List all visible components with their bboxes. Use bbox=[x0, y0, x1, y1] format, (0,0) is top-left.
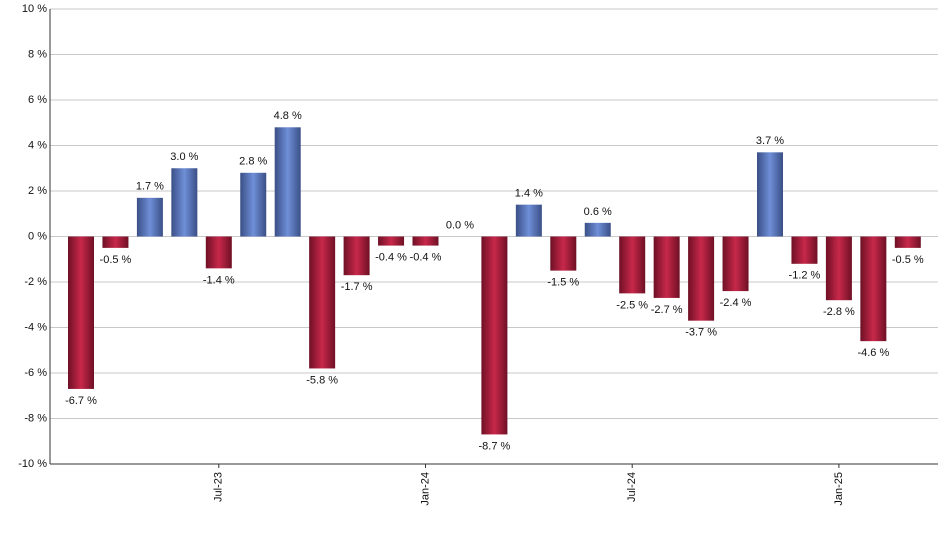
bar bbox=[550, 236, 577, 271]
data-label: -0.5 % bbox=[892, 254, 924, 266]
bar bbox=[205, 236, 232, 269]
data-label: -1.7 % bbox=[341, 281, 373, 293]
data-label: -2.7 % bbox=[651, 304, 683, 316]
y-tick-label: 8 % bbox=[28, 48, 47, 60]
bar bbox=[136, 197, 163, 237]
data-label: 1.7 % bbox=[136, 181, 164, 193]
bar bbox=[240, 172, 267, 237]
data-label: -2.5 % bbox=[616, 299, 648, 311]
bar bbox=[68, 236, 94, 389]
data-label: -0.4 % bbox=[410, 252, 442, 264]
y-tick-label: 6 % bbox=[28, 94, 47, 106]
data-label: -2.8 % bbox=[823, 306, 855, 318]
data-label: -2.4 % bbox=[720, 297, 752, 309]
data-label: -0.4 % bbox=[375, 252, 407, 264]
bar bbox=[343, 236, 370, 276]
data-label: 0.6 % bbox=[584, 206, 612, 218]
x-tick-label: Jan-25 bbox=[833, 472, 845, 506]
x-tick-label: Jan-24 bbox=[419, 472, 431, 506]
bar bbox=[894, 236, 921, 248]
bar bbox=[860, 236, 887, 342]
y-tick-label: 2 % bbox=[28, 185, 47, 197]
y-tick-label: -10 % bbox=[18, 458, 47, 470]
y-tick-label: 0 % bbox=[28, 230, 47, 242]
bar bbox=[481, 236, 508, 435]
x-tick-label: Jul-24 bbox=[626, 472, 638, 502]
bar bbox=[378, 236, 405, 246]
data-label: -0.5 % bbox=[100, 254, 132, 266]
data-label: -6.7 % bbox=[65, 395, 97, 407]
data-label: -3.7 % bbox=[685, 327, 717, 339]
data-label: -5.8 % bbox=[306, 374, 338, 386]
bar bbox=[825, 236, 852, 301]
data-label: -8.7 % bbox=[479, 440, 511, 452]
data-label: 0.0 % bbox=[446, 219, 474, 231]
data-label: -1.4 % bbox=[203, 274, 235, 286]
data-label: -1.5 % bbox=[547, 277, 579, 289]
y-tick-label: -6 % bbox=[24, 367, 47, 379]
y-tick-label: -4 % bbox=[24, 321, 47, 333]
y-tick-label: -2 % bbox=[24, 276, 47, 288]
x-tick-label: Jul-23 bbox=[213, 472, 225, 502]
data-label: 3.0 % bbox=[170, 151, 198, 163]
bar bbox=[515, 204, 542, 237]
y-tick-label: -8 % bbox=[24, 412, 47, 424]
bar bbox=[412, 236, 439, 246]
data-label: -4.6 % bbox=[857, 347, 889, 359]
bar bbox=[274, 127, 301, 237]
data-label: 3.7 % bbox=[756, 135, 784, 147]
y-tick-label: 4 % bbox=[28, 139, 47, 151]
data-label: 1.4 % bbox=[515, 188, 543, 200]
bar bbox=[584, 222, 611, 237]
bar bbox=[653, 236, 680, 298]
y-tick-label: 10 % bbox=[22, 3, 47, 15]
bar bbox=[102, 236, 129, 248]
bar bbox=[791, 236, 818, 264]
bar bbox=[722, 236, 749, 292]
bar bbox=[688, 236, 715, 321]
bar bbox=[309, 236, 336, 369]
data-label: 2.8 % bbox=[239, 156, 267, 168]
bar bbox=[619, 236, 646, 294]
bar bbox=[171, 168, 198, 237]
data-label: 4.8 % bbox=[274, 110, 302, 122]
data-label: -1.2 % bbox=[789, 270, 821, 282]
bar bbox=[757, 152, 783, 237]
